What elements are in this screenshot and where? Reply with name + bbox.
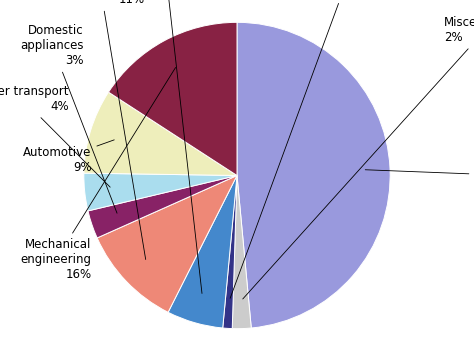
Wedge shape (232, 176, 251, 329)
Text: Mechanical
engineering
16%: Mechanical engineering 16% (20, 67, 175, 281)
Wedge shape (109, 22, 237, 176)
Text: Metal products
11%: Metal products 11% (57, 0, 146, 259)
Wedge shape (168, 176, 237, 328)
Text: Other transport
4%: Other transport 4% (0, 85, 110, 187)
Text: Oil and gas
6%: Oil and gas 6% (132, 0, 202, 293)
Wedge shape (223, 176, 237, 329)
Wedge shape (84, 173, 237, 211)
Text: Construction
49%: Construction 49% (365, 161, 474, 190)
Wedge shape (88, 176, 237, 238)
Text: Automotive
9%: Automotive 9% (23, 140, 114, 174)
Wedge shape (237, 22, 390, 328)
Text: Domestic
appliances
3%: Domestic appliances 3% (20, 24, 117, 213)
Text: Miscellaneous
2%: Miscellaneous 2% (243, 16, 474, 299)
Wedge shape (97, 176, 237, 312)
Wedge shape (84, 92, 237, 176)
Text: Defence
1%: Defence 1% (230, 0, 370, 298)
